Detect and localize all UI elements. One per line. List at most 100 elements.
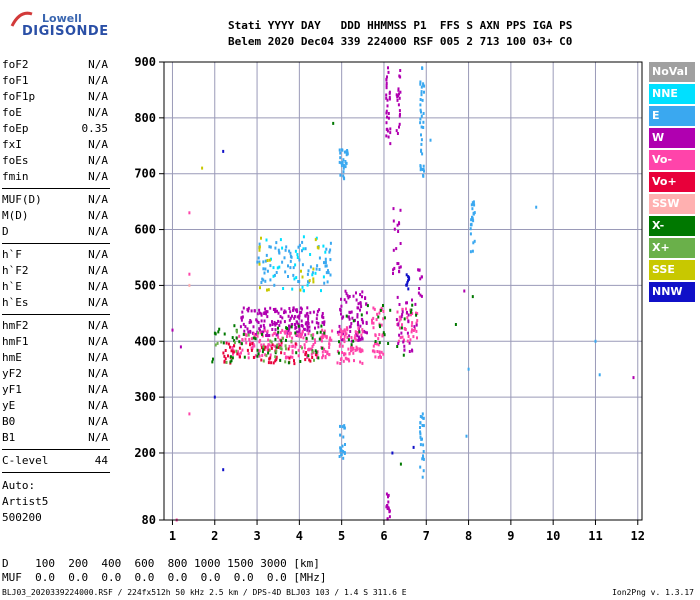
echo-point [352, 319, 355, 323]
echo-point [385, 93, 388, 97]
echo-point [263, 347, 266, 351]
echo-point [299, 333, 302, 337]
echo-point [338, 324, 341, 328]
echo-point [420, 437, 423, 441]
echo-point [322, 316, 325, 320]
echo-point [389, 127, 392, 131]
echo-point [415, 323, 418, 327]
echo-point [419, 164, 422, 168]
echo-point [277, 335, 280, 339]
param-value: N/A [88, 74, 108, 87]
echo-point [325, 247, 328, 251]
echo-point [280, 347, 283, 351]
echo-point [311, 350, 314, 354]
echo-point [398, 114, 401, 118]
echo-point [278, 251, 281, 255]
echo-point [339, 424, 341, 428]
echo-point [266, 269, 269, 273]
echo-point [379, 325, 381, 329]
echo-point [259, 324, 262, 328]
echo-point [412, 335, 415, 339]
echo-point [321, 321, 324, 325]
echo-point [266, 329, 269, 333]
echo-point [309, 253, 312, 256]
echo-point [262, 278, 265, 282]
echo-point [360, 313, 363, 317]
echo-point [347, 347, 350, 351]
echo-point [364, 330, 367, 334]
echo-point [471, 249, 474, 253]
echo-point [386, 129, 389, 133]
echo-point [289, 251, 292, 255]
echo-point [396, 310, 399, 314]
echo-point [389, 308, 392, 312]
version-label: Ion2Png v. 1.3.17 [612, 588, 694, 597]
echo-point [327, 271, 330, 275]
legend-item-w: W [649, 128, 695, 148]
echo-point [393, 266, 396, 270]
echo-point [292, 344, 294, 348]
param-value: N/A [88, 319, 108, 332]
echo-point [346, 328, 349, 332]
parameter-panel: foF2 N/A foF1 N/A foF1p N/A foE N/A foEp 0.35… [2, 57, 110, 476]
echo-point [386, 98, 389, 102]
echo-point [392, 268, 395, 272]
echo-point [284, 360, 287, 364]
legend-item-vo: Vo- [649, 150, 695, 170]
param-value: N/A [88, 154, 108, 167]
echo-point [377, 337, 380, 341]
echo-point [275, 271, 278, 274]
echo-point [386, 115, 388, 119]
echo-point [291, 355, 294, 359]
echo-point [401, 313, 404, 317]
echo-point [340, 449, 343, 452]
param-name: C-level [2, 454, 49, 467]
echo-point [399, 336, 402, 340]
echo-point [398, 222, 401, 226]
echo-point [275, 322, 278, 326]
echo-point [262, 323, 265, 327]
echo-point [385, 81, 388, 85]
echo-point [343, 424, 346, 428]
echo-point [342, 330, 345, 334]
echo-point [429, 138, 432, 142]
echo-point [298, 331, 301, 335]
echo-point [344, 289, 347, 293]
echo-point [399, 242, 402, 245]
echo-point [359, 337, 362, 341]
echo-point [263, 271, 266, 275]
echo-point [347, 338, 350, 342]
y-tick-label: 80 [142, 513, 156, 527]
echo-point [422, 416, 425, 420]
echo-point [264, 279, 267, 283]
echo-point [388, 509, 391, 513]
echo-point [286, 335, 288, 338]
param-name: M(D) [2, 209, 29, 222]
echo-point [302, 350, 305, 354]
echo-point [422, 164, 425, 168]
echo-point [408, 350, 411, 353]
echo-point [405, 307, 407, 311]
param-row-yF1: yF1 N/A [2, 382, 110, 398]
echo-point [277, 330, 280, 334]
echo-point [336, 349, 339, 353]
echo-point [305, 336, 308, 340]
echo-point [262, 330, 265, 334]
echo-point [385, 492, 388, 496]
echo-point [386, 75, 388, 79]
echo-point [400, 331, 403, 335]
echo-point [258, 262, 261, 266]
echo-point [342, 164, 345, 167]
echo-point [422, 424, 425, 428]
echo-point [224, 357, 227, 361]
echo-point [361, 330, 364, 334]
echo-point [274, 355, 277, 359]
echo-point [397, 230, 400, 233]
echo-point [229, 345, 231, 349]
echo-point [294, 333, 297, 337]
echo-point [322, 354, 324, 358]
echo-point [250, 309, 253, 313]
echo-point [415, 321, 418, 325]
echo-point [296, 253, 299, 256]
echo-point [399, 317, 402, 321]
